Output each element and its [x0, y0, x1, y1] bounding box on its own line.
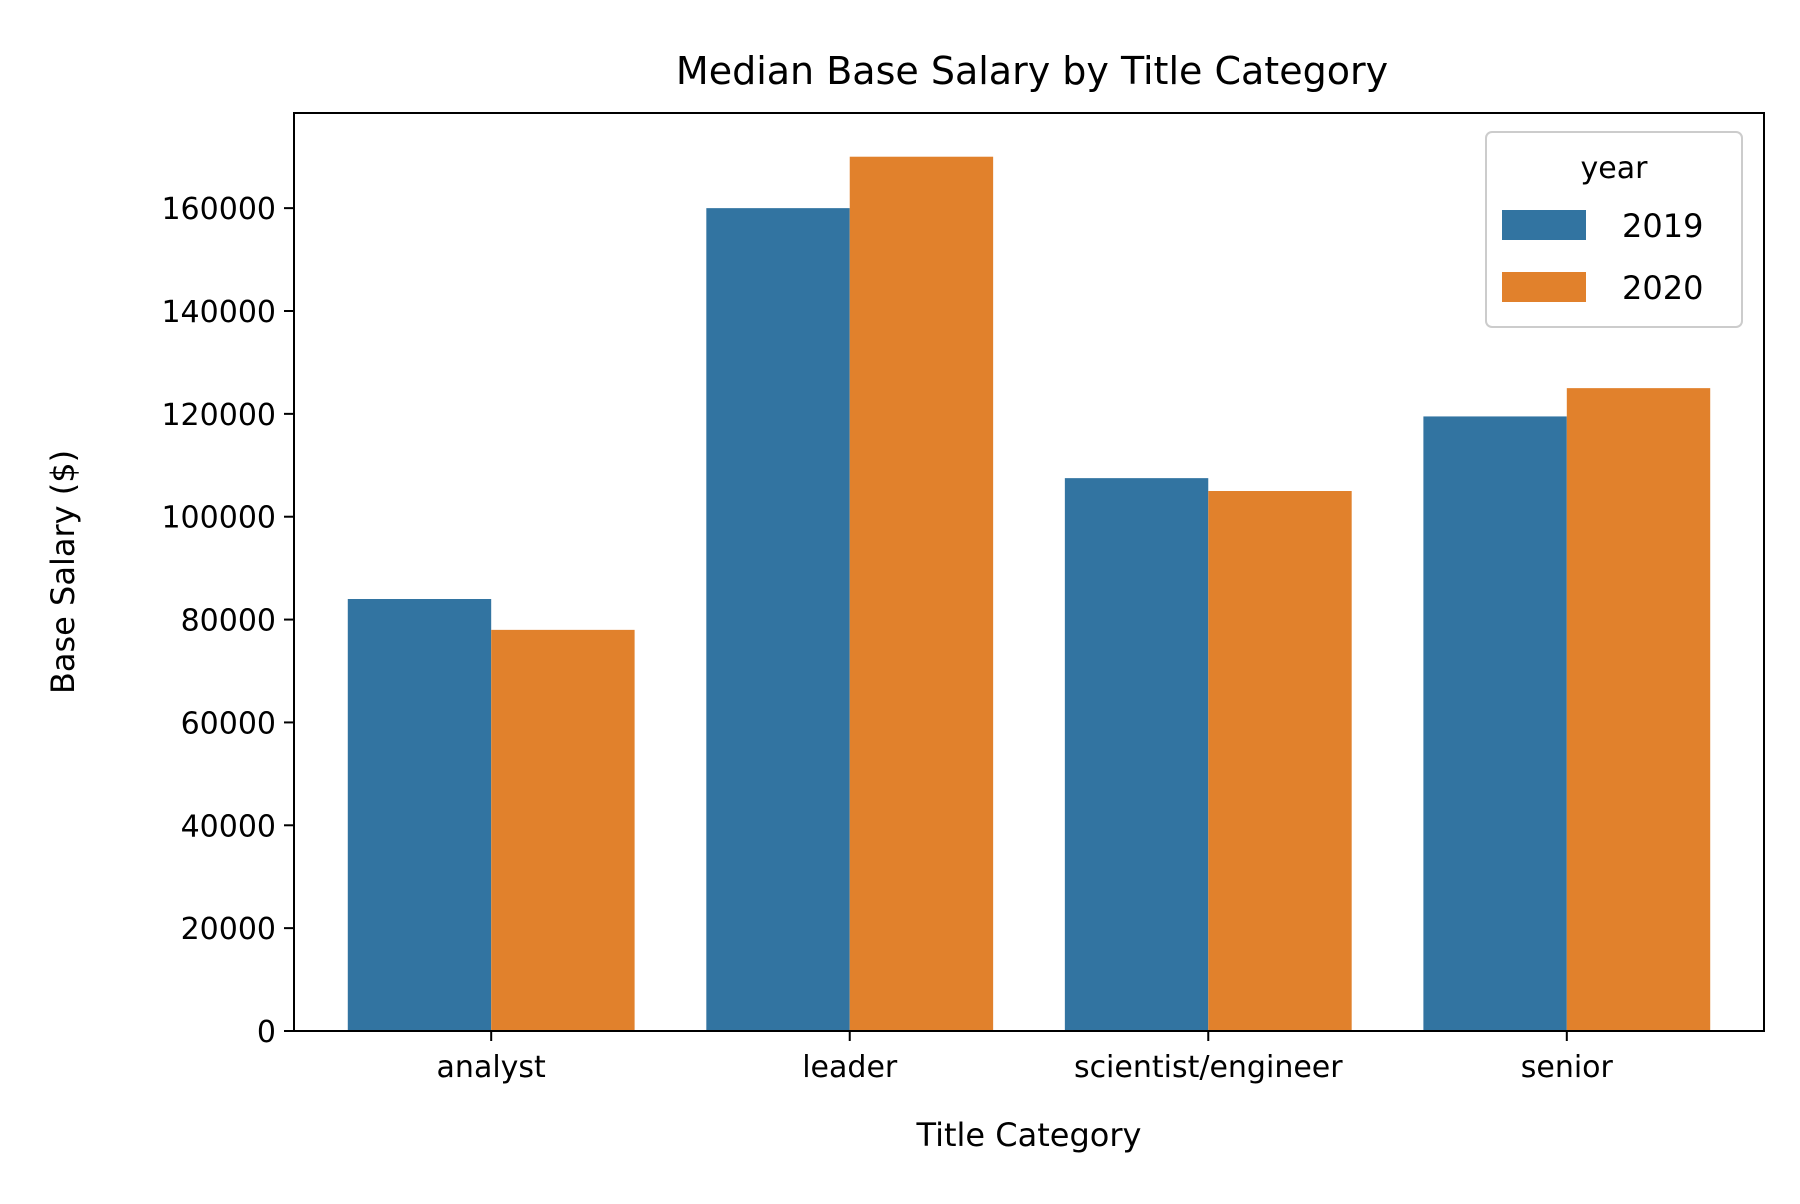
- y-tick-label-160000: 160000: [161, 192, 276, 227]
- y-tick-label-120000: 120000: [161, 398, 276, 433]
- x-tick-label-analyst: analyst: [437, 1050, 547, 1085]
- y-axis-title: Base Salary ($): [44, 450, 82, 694]
- legend-swatch-2019: [1502, 210, 1586, 240]
- x-axis-title: Title Category: [916, 1116, 1142, 1154]
- bar-senior-2019: [1423, 416, 1567, 1031]
- x-tick-label-scientist-engineer: scientist/engineer: [1074, 1050, 1343, 1085]
- bar-analyst-2020: [491, 629, 635, 1031]
- y-tick-label-0: 0: [257, 1015, 276, 1050]
- y-tick-label-20000: 20000: [181, 912, 276, 947]
- bar-leader-2019: [706, 208, 850, 1031]
- x-tick-label-senior: senior: [1521, 1050, 1614, 1085]
- x-tick-label-leader: leader: [802, 1050, 898, 1085]
- bar-analyst-2019: [347, 599, 492, 1031]
- bar-scientist-engineer-2020: [1208, 491, 1352, 1031]
- y-tick-label-80000: 80000: [181, 604, 276, 639]
- legend-swatch-2020: [1502, 272, 1586, 302]
- y-tick-label-60000: 60000: [181, 706, 276, 741]
- legend-label-2019: 2019: [1622, 207, 1703, 245]
- legend-label-2020: 2020: [1622, 269, 1703, 307]
- bar-scientist-engineer-2019: [1064, 478, 1209, 1031]
- bar-leader-2020: [849, 156, 994, 1031]
- legend-title: year: [1581, 151, 1649, 186]
- y-axis-ticks: 0 20000 40000 60000 80000 100000 120000 140000 1…: [161, 192, 294, 1050]
- chart-title: Median Base Salary by Title Category: [676, 49, 1388, 93]
- y-tick-label-100000: 100000: [161, 501, 276, 536]
- plot-frame: [293, 112, 1765, 1032]
- bars-layer: [347, 156, 1711, 1031]
- bar-senior-2020: [1566, 388, 1711, 1031]
- x-axis-ticks: analyst leader scientist/engineer senior: [437, 1031, 1614, 1085]
- legend: year 2019 2020: [1485, 131, 1743, 328]
- y-tick-label-40000: 40000: [181, 809, 276, 844]
- y-tick-label-140000: 140000: [161, 295, 276, 330]
